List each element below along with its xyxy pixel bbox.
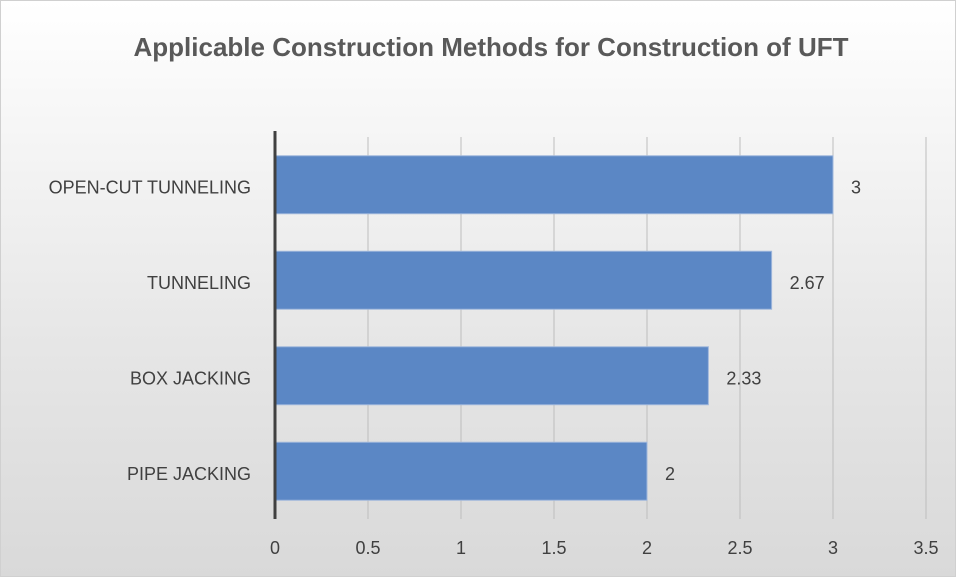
data-label: 2 — [665, 464, 675, 484]
data-label: 3 — [851, 178, 861, 198]
x-tick-label: 3.5 — [913, 538, 938, 558]
bar — [274, 441, 648, 501]
x-tick-label: 2.5 — [727, 538, 752, 558]
x-tick-label: 1.5 — [541, 538, 566, 558]
y-tick-label: TUNNELING — [147, 273, 251, 293]
bar — [274, 250, 773, 310]
y-tick-label: OPEN-CUT TUNNELING — [49, 178, 251, 198]
data-label: 2.67 — [790, 273, 825, 293]
bar — [274, 155, 834, 215]
chart-title: Applicable Construction Methods for Cons… — [133, 32, 849, 62]
data-label: 2.33 — [726, 369, 761, 389]
x-tick-label: 0.5 — [355, 538, 380, 558]
x-tick-label: 1 — [456, 538, 466, 558]
x-tick-label: 3 — [828, 538, 838, 558]
y-tick-label: BOX JACKING — [130, 369, 251, 389]
bar — [274, 346, 709, 406]
x-tick-label: 0 — [270, 538, 280, 558]
x-tick-label: 2 — [642, 538, 652, 558]
y-tick-label: PIPE JACKING — [127, 464, 251, 484]
